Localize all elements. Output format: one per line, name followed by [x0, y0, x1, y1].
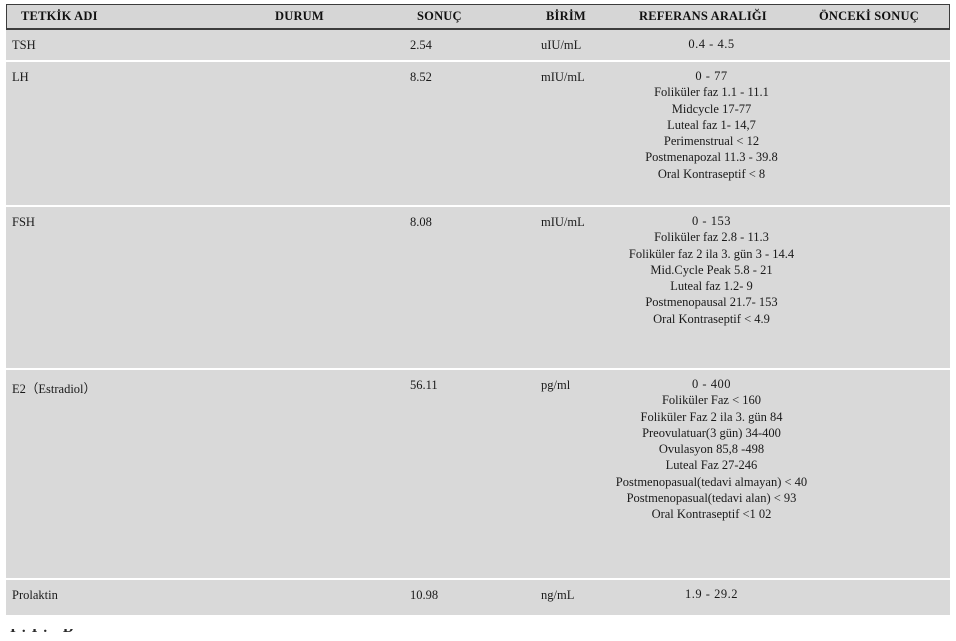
test-name: Prolaktin	[12, 588, 58, 602]
reference-range-line: Oral Kontraseptif <1 02	[651, 507, 772, 522]
reference-range-line: Foliküler Faz 2 ila 3. gün 84	[640, 409, 783, 424]
test-result: 2.54	[410, 38, 432, 52]
reference-range-main: 0 - 400	[692, 377, 731, 391]
reference-range-line: Ovulasyon 85,8 -498	[658, 442, 765, 457]
test-unit: uIU/mL	[541, 38, 582, 52]
reference-range-line: Foliküler faz 2 ila 3. gün 3 - 14.4	[628, 246, 795, 261]
reference-range-line: Oral Kontraseptif < 8	[657, 166, 766, 181]
table-body: TSH 2.54 uIU/mL 0.4 - 4.5 LH 8.52 mIU/mL…	[6, 30, 950, 617]
test-unit: ng/mL	[541, 588, 575, 602]
table-row: TSH 2.54 uIU/mL 0.4 - 4.5	[6, 30, 950, 62]
clipped-footer-strip: İ.İ. D	[6, 629, 950, 641]
test-unit: mIU/mL	[541, 70, 585, 84]
column-header-result: SONUÇ	[417, 9, 462, 23]
table-header-row: TETKİK ADI DURUM SONUÇ BİRİM REFERANS AR…	[6, 4, 950, 30]
table-row: Prolaktin 10.98 ng/mL 1.9 - 29.2	[6, 580, 950, 617]
test-unit: pg/ml	[541, 378, 571, 392]
column-header-reference-range: REFERANS ARALIĞI	[639, 9, 767, 23]
reference-range-main: 0.4 - 4.5	[688, 37, 735, 51]
lab-results-report: TETKİK ADI DURUM SONUÇ BİRİM REFERANS AR…	[0, 4, 956, 641]
reference-range-line: Foliküler faz 1.1 - 11.1	[654, 85, 769, 100]
reference-range: 0 - 400 Foliküler Faz < 160 Foliküler Fa…	[604, 376, 819, 523]
reference-range-line: Preovulatuar(3 gün) 34-400	[642, 425, 781, 440]
reference-range-line: Foliküler Faz < 160	[661, 393, 762, 408]
table-row: FSH 8.08 mIU/mL 0 - 153 Foliküler faz 2.…	[6, 207, 950, 370]
reference-range-line: Midcycle 17-77	[671, 101, 752, 116]
test-result: 8.52	[410, 70, 432, 84]
reference-range-line: Postmenopasual(tedavi almayan) < 40	[615, 474, 808, 489]
test-result: 8.08	[410, 215, 432, 229]
table-row: LH 8.52 mIU/mL 0 - 77 Foliküler faz 1.1 …	[6, 62, 950, 207]
reference-range-line: Luteal Faz 27-246	[665, 458, 758, 473]
reference-range-main: 1.9 - 29.2	[685, 587, 738, 601]
column-header-test-name: TETKİK ADI	[21, 9, 98, 23]
column-header-unit: BİRİM	[546, 9, 586, 23]
clipped-footer-text: İ.İ. D	[10, 629, 80, 637]
reference-range-line: Postmenopasual(tedavi alan) < 93	[626, 491, 797, 506]
reference-range: 0.4 - 4.5	[604, 36, 819, 52]
reference-range: 0 - 153 Foliküler faz 2.8 - 11.3 Folikül…	[604, 213, 819, 327]
reference-range-line: Mid.Cycle Peak 5.8 - 21	[650, 262, 773, 277]
test-name: LH	[12, 70, 29, 84]
table-row: E2（Estradiol） 56.11 pg/ml 0 - 400 Folikü…	[6, 370, 950, 580]
reference-range-line: Luteal faz 1.2- 9	[670, 279, 753, 294]
reference-range-line: Foliküler faz 2.8 - 11.3	[654, 230, 769, 245]
test-result: 56.11	[410, 378, 438, 392]
reference-range-line: Luteal faz 1- 14,7	[667, 117, 756, 132]
test-name: E2（Estradiol）	[12, 382, 97, 396]
reference-range-main: 0 - 77	[695, 69, 728, 83]
reference-range: 0 - 77 Foliküler faz 1.1 - 11.1 Midcycle…	[604, 68, 819, 182]
reference-range-line: Perimenstrual < 12	[663, 134, 760, 149]
test-result: 10.98	[410, 588, 439, 602]
column-header-status: DURUM	[275, 9, 324, 23]
test-name: FSH	[12, 215, 35, 229]
reference-range-line: Postmenapozal 11.3 - 39.8	[645, 150, 778, 165]
test-name: TSH	[12, 38, 36, 52]
reference-range: 1.9 - 29.2	[604, 586, 819, 602]
reference-range-main: 0 - 153	[692, 214, 731, 228]
test-unit: mIU/mL	[541, 215, 585, 229]
reference-range-line: Postmenopausal 21.7- 153	[645, 295, 778, 310]
column-header-previous-result: ÖNCEKİ SONUÇ	[819, 9, 919, 23]
reference-range-line: Oral Kontraseptif < 4.9	[653, 311, 770, 326]
